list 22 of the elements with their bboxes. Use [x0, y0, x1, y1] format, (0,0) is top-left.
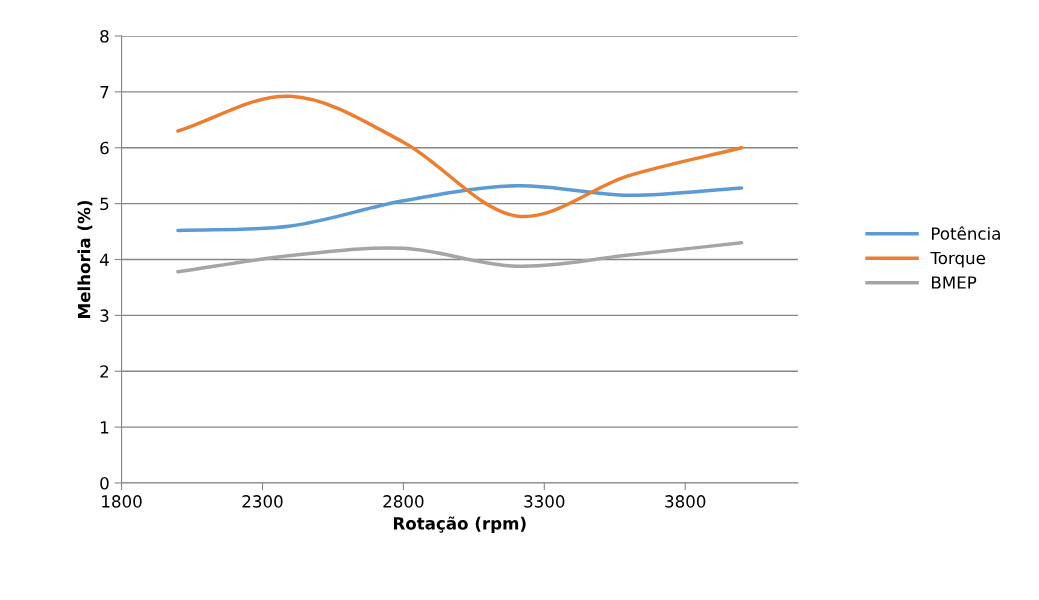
x-tick-label: 2800 [383, 495, 424, 508]
y-tick-label: 8 [100, 29, 109, 43]
x-axis-title: Rotação (rpm) [393, 516, 526, 533]
line-series [176, 241, 744, 274]
y-tick-label: 6 [100, 141, 109, 155]
y-tick-label: 2 [100, 365, 109, 378]
legend-label: BMEP [932, 276, 977, 289]
y-tick-label: 1 [100, 421, 109, 434]
line-series [176, 94, 744, 219]
line-series [176, 184, 744, 233]
y-axis-title: Melhoria (%) [77, 201, 93, 318]
x-tick-label: 2300 [242, 495, 283, 508]
legend-label: Potência [932, 226, 1000, 240]
y-tick-label: 4 [99, 253, 109, 266]
x-tick-label: 3300 [524, 495, 565, 508]
x-tick-label: 3800 [665, 495, 706, 508]
x-tick-label: 1800 [102, 495, 142, 508]
y-tick-label: 3 [100, 309, 109, 322]
legend-label: Torque [930, 251, 986, 268]
y-tick-label: 5 [100, 197, 109, 211]
y-tick-label: 7 [100, 86, 109, 99]
y-tick-label: 0 [100, 476, 109, 490]
